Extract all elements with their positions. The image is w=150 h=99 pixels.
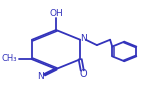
Text: N: N	[37, 72, 44, 81]
Text: OH: OH	[49, 9, 63, 18]
Text: O: O	[79, 69, 87, 79]
Text: N: N	[80, 34, 87, 43]
Text: CH₃: CH₃	[2, 54, 17, 63]
